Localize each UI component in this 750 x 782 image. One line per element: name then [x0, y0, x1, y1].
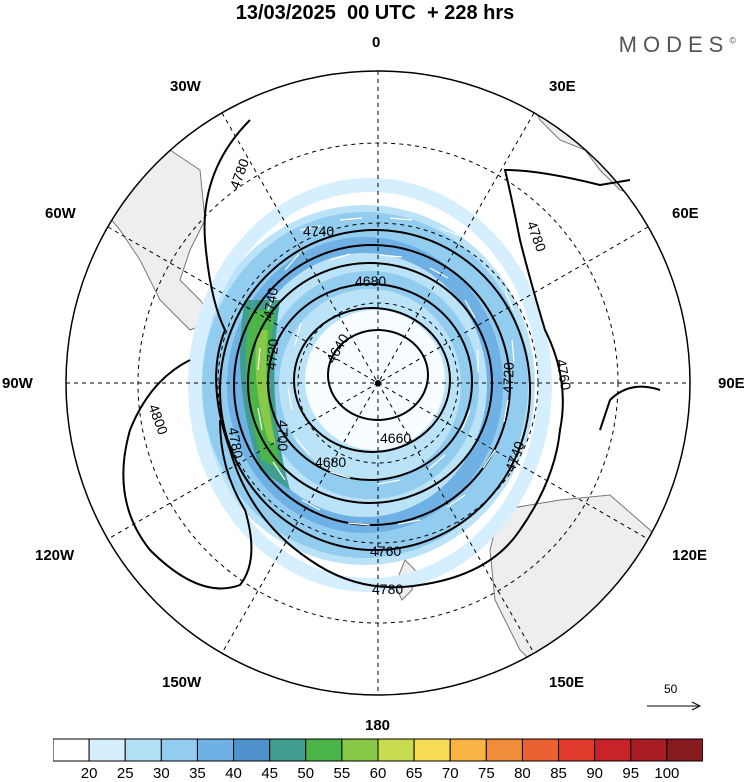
contour-label: 4740 — [303, 223, 334, 239]
colorbar-tick-label: 50 — [297, 765, 315, 782]
contour-label: 4800 — [146, 402, 172, 437]
lon-label-0: 0 — [372, 34, 381, 51]
lon-label-30e: 30E — [549, 78, 576, 95]
colorbar-tick-label: 75 — [477, 765, 495, 782]
south-pole-marker — [375, 380, 381, 386]
colorbar-tick-label: 45 — [261, 765, 278, 782]
copyright-mark: © — [729, 35, 736, 46]
colorbar-swatch — [485, 738, 523, 762]
reference-vector — [647, 701, 702, 711]
colorbar-swatch — [558, 738, 596, 762]
colorbar-swatch — [305, 738, 343, 762]
colorbar-tick-label: 85 — [550, 765, 567, 782]
brand-text: MODES — [618, 32, 730, 57]
colorbar-swatch — [666, 738, 703, 762]
contour-label: 4740 — [260, 286, 281, 320]
colorbar-swatch — [269, 738, 307, 762]
colorbar-tick-label: 25 — [116, 765, 134, 782]
contour-label: 4680 — [315, 454, 346, 470]
colorbar-swatch — [377, 738, 415, 762]
colorbar-tick-label: 100 — [654, 765, 680, 782]
colorbar-swatch — [594, 738, 632, 762]
colorbar-swatch — [413, 738, 451, 762]
lon-label-180: 180 — [365, 717, 391, 734]
colorbar-tick-label: 60 — [369, 765, 387, 782]
colorbar-tick-label: 70 — [441, 765, 459, 782]
colorbar-tick-label: 95 — [622, 765, 640, 782]
colorbar-tick-label: 90 — [586, 765, 603, 782]
contour-label: 4660 — [380, 430, 411, 446]
contour-label: 4720 — [263, 338, 282, 371]
contour-label: 4780 — [226, 156, 252, 191]
contour-label: 4780 — [372, 581, 403, 597]
colorbar-swatch — [124, 738, 162, 762]
lon-label-150e: 150E — [549, 674, 585, 691]
contour-label: 4780 — [225, 426, 246, 460]
wind-vectors — [257, 217, 515, 526]
height-contours — [122, 119, 661, 590]
land-south-america — [79, 139, 216, 331]
colorbar-swatch — [521, 738, 560, 762]
colorbar-swatch — [233, 738, 271, 762]
colorbar-swatch — [53, 738, 90, 762]
lon-label-120w: 120W — [35, 547, 75, 564]
colorbar-tick-label: 20 — [80, 765, 98, 782]
lon-label-120e: 120E — [672, 547, 708, 564]
contour-label: 4700 — [275, 420, 291, 451]
lon-label-60e: 60E — [672, 205, 699, 222]
lon-label-90w: 90W — [2, 375, 33, 392]
colorbar-tick-label: 80 — [514, 765, 531, 782]
colorbar-tick-label: 65 — [405, 765, 423, 782]
modes-logo: MODES© — [619, 32, 736, 58]
lon-label-30w: 30W — [170, 78, 201, 95]
lon-label-60w: 60W — [45, 205, 76, 222]
colorbar-tick-label: 35 — [189, 765, 206, 782]
colorbar-swatch — [449, 738, 487, 762]
contour-label: 4680 — [355, 273, 386, 289]
colorbar-swatch — [630, 738, 668, 762]
lon-label-90e: 90E — [718, 375, 745, 392]
colorbar-swatch — [341, 738, 379, 762]
colorbar-swatch — [196, 738, 235, 762]
colorbar-tick-label: 30 — [152, 765, 170, 782]
contour-label: 4760 — [553, 358, 574, 392]
contour-label: 4720 — [500, 362, 517, 394]
colorbar-tick-label: 40 — [225, 765, 242, 782]
colorbar — [53, 738, 703, 762]
map-title: 13/03/2025 00 UTC + 228 hrs — [235, 2, 515, 24]
contour-label: 4760 — [370, 543, 401, 559]
lon-label-150w: 150W — [162, 674, 202, 691]
contour-label: 4780 — [524, 219, 550, 254]
reference-vector-label: 50 — [664, 682, 678, 696]
colorbar-tick-label: 55 — [333, 765, 351, 782]
colorbar-swatch — [160, 738, 198, 762]
colorbar-swatch — [88, 738, 126, 762]
